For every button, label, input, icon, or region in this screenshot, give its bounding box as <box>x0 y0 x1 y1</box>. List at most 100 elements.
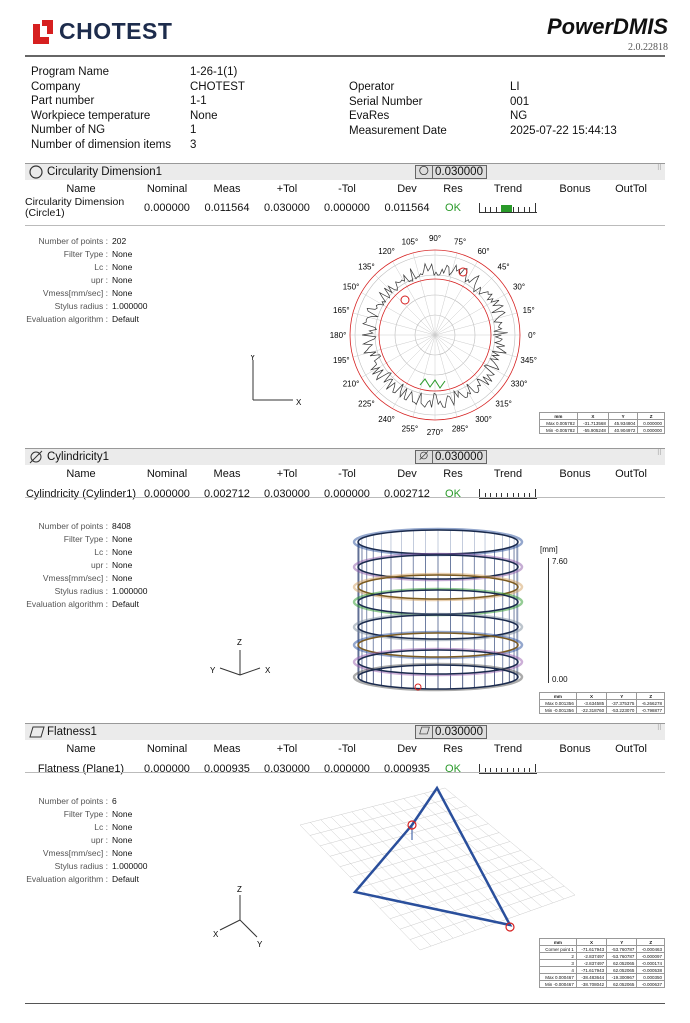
detail-value: None <box>112 249 133 259</box>
detail-label: Number of points : <box>38 521 108 531</box>
column-header: Trend <box>493 183 523 195</box>
table-cell: -0.000538 <box>636 966 665 974</box>
section-title-text: Cylindricity1 <box>47 451 109 463</box>
detail-row: Evaluation algorithm : Default <box>8 873 147 886</box>
section-profile <box>352 662 524 692</box>
grid-spoke <box>434 261 478 336</box>
angle-label: 60° <box>477 247 489 256</box>
cylinder-plot <box>352 527 524 692</box>
angle-label: 180° <box>330 331 347 340</box>
table-cell: -2.837497 <box>575 959 608 967</box>
chotest-logo: CHOTEST <box>33 18 172 45</box>
max-point-marker <box>458 267 468 277</box>
info-label: Part number <box>31 95 95 107</box>
cell-res: OK <box>445 202 461 214</box>
table-cell: -22.318760 <box>575 706 608 714</box>
table-cell: 62.052065 <box>606 959 638 967</box>
color-scale: [mm] 7.60 0.00 <box>540 545 568 684</box>
section-header: Cylindricity1 0.030000 ⠿ <box>25 448 665 465</box>
table-row: Min -0.001356 -22.318760 -53.223070 -0.7988… <box>539 706 665 714</box>
section-title: Circularity Dimension1 <box>29 165 162 179</box>
grid-line <box>299 787 446 826</box>
row-divider <box>25 497 665 498</box>
trend-bar <box>500 204 512 212</box>
column-header: Name <box>66 743 96 755</box>
table-cell: Max 0.001356 <box>539 699 577 707</box>
angle-label: 90° <box>429 234 441 243</box>
angle-label: 225° <box>358 400 375 409</box>
plane-outline <box>352 785 513 927</box>
cell-dev: 0.000935 <box>384 763 430 775</box>
angle-label: 255° <box>402 425 419 434</box>
table-row: mm X Y Z <box>539 692 665 700</box>
cell-meas: 0.000935 <box>204 763 250 775</box>
trend-tick <box>518 492 520 498</box>
trend-tick <box>490 767 492 773</box>
detail-label: Vmess[mm/sec] : <box>42 848 108 858</box>
grid-line <box>309 796 456 836</box>
trend-tick <box>535 202 536 212</box>
section-circle <box>357 649 519 675</box>
grip-icon: ⠿ <box>656 725 662 732</box>
trend-tick <box>479 763 480 773</box>
column-header: -Tol <box>338 468 356 480</box>
cylindricity-symbol-icon <box>419 450 433 464</box>
cell-res: OK <box>445 488 461 500</box>
detail-label: Evaluation algorithm : <box>26 314 108 324</box>
detail-value: None <box>112 262 133 272</box>
trend-tick <box>529 492 531 498</box>
info-label: Number of dimension items <box>31 138 171 151</box>
table-cell: -53.760787 <box>606 945 638 953</box>
cell-minus-tol: 0.000000 <box>324 202 370 214</box>
trend-tick <box>507 767 508 773</box>
detail-label: Filter Type : <box>63 534 108 544</box>
table-cell: -19.300967 <box>606 973 638 981</box>
angle-label: 270° <box>427 428 444 437</box>
info-value: NG <box>510 110 528 122</box>
tolerance-value: 0.030000 <box>435 166 483 178</box>
detail-value: Default <box>112 874 139 884</box>
angle-label: 150° <box>343 283 360 292</box>
extreme-points-table: mm X Y Z Max 0.001356 -3.634585 -37.375375 -6.2… <box>539 692 665 714</box>
detail-value: None <box>112 560 133 570</box>
detail-value: None <box>112 534 133 544</box>
info-label: Program Name <box>31 66 109 78</box>
trend-tick <box>484 492 486 498</box>
axis-label: Z <box>237 638 242 647</box>
table-cell: 62.052065 <box>606 966 638 974</box>
column-header: Meas <box>213 183 241 195</box>
circularity-icon <box>29 165 43 179</box>
info-value: LI <box>510 81 520 93</box>
header-divider <box>25 55 665 57</box>
detail-value: 202 <box>112 236 127 246</box>
angle-label: 135° <box>358 262 375 271</box>
info-label: EvaRes <box>349 110 390 122</box>
footer-divider <box>25 1003 665 1004</box>
section-circle <box>357 632 519 658</box>
info-label: Company <box>31 80 81 93</box>
detail-value: None <box>112 835 133 845</box>
trend-tick <box>479 488 480 498</box>
detail-label: Stylus radius : <box>54 861 108 871</box>
detail-label: upr : <box>90 560 108 570</box>
grid-line <box>319 805 467 847</box>
cell-dev: 0.011564 <box>384 202 430 214</box>
min-point-marker <box>400 295 410 305</box>
column-header: +Tol <box>276 743 298 755</box>
section-profile <box>352 647 524 677</box>
table-row: Circularity Dimension (Circle1) 0.000000 0… <box>25 197 665 219</box>
tolerance-value: 0.030000 <box>435 726 483 738</box>
grid-line <box>389 868 543 919</box>
cell-nominal: 0.000000 <box>144 202 190 214</box>
company-logo-text: CHOTEST <box>59 18 173 44</box>
column-header: Meas <box>213 743 241 755</box>
detail-value: None <box>112 809 133 819</box>
trend-tick <box>507 492 508 498</box>
table-row: Max 0.000467 -38.483644 -19.300967 0.000350 <box>539 973 665 981</box>
detail-value: 6 <box>112 796 117 806</box>
table-cell: X <box>576 412 609 420</box>
section-profile <box>352 630 524 660</box>
table-cell: Z <box>636 938 665 946</box>
table-cell: -3.634585 <box>575 699 608 707</box>
grid-spoke <box>434 334 518 358</box>
